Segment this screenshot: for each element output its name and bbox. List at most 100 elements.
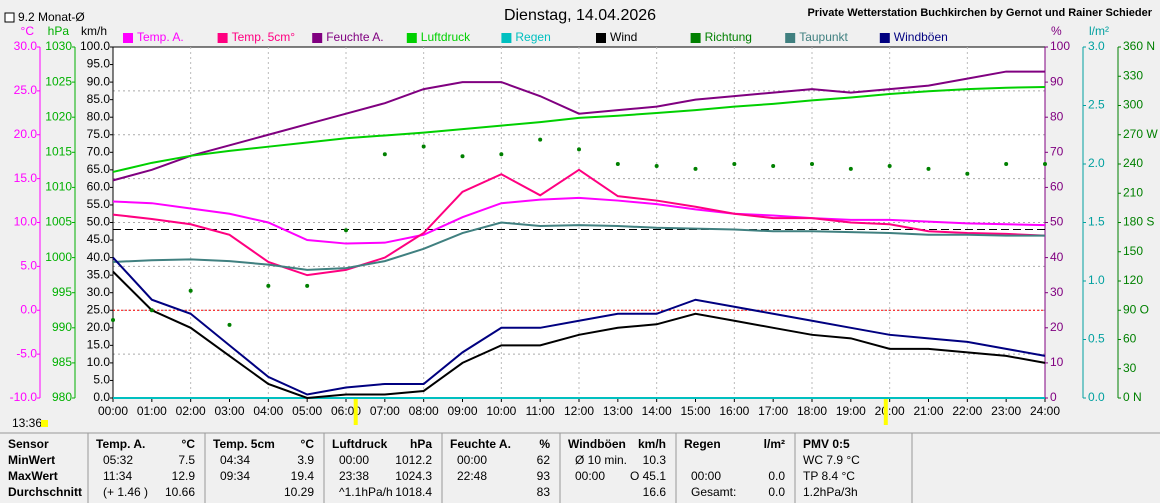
y-tick-label: 10	[1050, 355, 1064, 369]
series-dot	[577, 147, 581, 152]
table-cell: 00:00	[691, 469, 721, 483]
table-cell: TP 8.4 °C	[803, 469, 855, 483]
table-cell: 1018.4	[395, 485, 432, 499]
series-dot	[965, 171, 970, 176]
series-dot	[227, 322, 232, 327]
y-tick-label: 15.0	[87, 338, 111, 352]
y-tick-label: 30.0	[87, 285, 111, 299]
y-tick-label: 1010	[45, 180, 72, 194]
y-tick-label: 360 N	[1123, 39, 1155, 53]
y-tick-label: 70	[1050, 144, 1064, 158]
series-line	[112, 86, 1046, 173]
table-cell: 00:00	[575, 469, 605, 483]
table-cell: Gesamt:	[691, 485, 736, 499]
legend-swatch	[596, 33, 606, 43]
legend-swatch	[312, 33, 323, 43]
table-cell: 1024.3	[395, 469, 432, 483]
y-tick-label: 0.0	[1088, 390, 1105, 404]
row-label: MaxWert	[8, 469, 58, 483]
x-tick-label: 19:00	[836, 404, 866, 418]
x-tick-label: 22:00	[952, 404, 982, 418]
table-unit: l/m²	[764, 437, 785, 451]
table-cell: 0.0	[768, 485, 785, 499]
y-tick-label: 15.0	[14, 171, 38, 185]
y-tick-label: 1.5	[1088, 215, 1105, 229]
x-tick-label: 14:00	[642, 404, 672, 418]
x-tick-label: 08:00	[409, 404, 439, 418]
legend-label: Temp. 5cm°	[232, 30, 296, 44]
series-line	[112, 221, 1045, 271]
y-tick-label: -5.0	[16, 346, 37, 360]
series-dot	[188, 288, 193, 293]
table-header: Temp. A.	[96, 437, 145, 451]
table-header: Regen	[684, 437, 721, 451]
series-dot	[344, 228, 348, 233]
y-tick-label: 75.0	[87, 127, 111, 141]
avg-checkbox[interactable]	[4, 12, 15, 23]
x-tick-label: 05:00	[292, 404, 322, 418]
x-tick-label: 10:00	[486, 404, 516, 418]
table-cell: 16.6	[643, 485, 667, 499]
axis-unit: l/m²	[1089, 24, 1109, 38]
series-line	[112, 270, 1046, 400]
table-cell: ^1.1hPa/h	[339, 485, 393, 499]
series-dot	[538, 137, 543, 142]
y-tick-label: 55.0	[87, 197, 111, 211]
series-dot	[111, 318, 115, 322]
y-tick-label: 20.0	[87, 320, 111, 334]
table-cell: 7.5	[178, 453, 195, 467]
table-cell: 83	[537, 485, 551, 499]
y-tick-label: 80.0	[87, 109, 111, 123]
y-tick-label: 70.0	[87, 144, 111, 158]
y-tick-label: 50.0	[87, 215, 111, 229]
legend-swatch	[123, 33, 133, 43]
sun-marker	[353, 399, 358, 425]
series-line	[112, 168, 1046, 277]
table-cell: 93	[537, 469, 551, 483]
y-tick-label: 0.0	[93, 390, 110, 404]
legend-label: Regen	[515, 30, 550, 44]
x-tick-label: 21:00	[913, 404, 943, 418]
table-cell: 0.0	[768, 469, 785, 483]
table-cell: WC 7.9 °C	[803, 453, 860, 467]
series-dot	[149, 308, 154, 313]
y-tick-label: 5.0	[20, 259, 37, 273]
table-cell: 00:00	[457, 453, 487, 467]
y-tick-label: 25.0	[87, 302, 111, 316]
avg-label: 9.2 Monat-Ø	[18, 10, 85, 24]
y-tick-label: 65.0	[87, 162, 111, 176]
table-cell: Ø 10 min.	[575, 453, 627, 467]
table-header: Sensor	[8, 437, 49, 451]
series-dot	[887, 163, 892, 168]
y-tick-label: 40.0	[87, 250, 111, 264]
row-label: Durchschnitt	[8, 485, 82, 499]
y-tick-label: 100	[1050, 39, 1070, 53]
table-header: Windböen	[568, 437, 626, 451]
series-dot	[1004, 162, 1009, 166]
x-tick-label: 18:00	[797, 404, 827, 418]
y-tick-label: 1005	[45, 215, 72, 229]
y-tick-label: 2.5	[1088, 98, 1105, 112]
x-tick-label: 03:00	[214, 404, 244, 418]
y-tick-label: 210	[1123, 185, 1143, 199]
table-cell: 19.4	[291, 469, 315, 483]
y-tick-label: 45.0	[87, 232, 111, 246]
y-tick-label: 240	[1123, 156, 1143, 170]
table-unit: °C	[182, 437, 196, 451]
table-cell: 09:34	[220, 469, 250, 483]
y-tick-label: 120	[1123, 273, 1143, 287]
y-tick-label: 60	[1050, 180, 1064, 194]
x-tick-label: 12:00	[564, 404, 594, 418]
legend-label: Windböen	[894, 30, 948, 44]
y-tick-label: 180 S	[1123, 215, 1154, 229]
y-tick-label: 30	[1050, 285, 1064, 299]
series-dot	[382, 152, 387, 157]
y-tick-label: 40	[1050, 250, 1064, 264]
series-line	[112, 70, 1045, 182]
x-tick-label: 00:00	[98, 404, 128, 418]
y-tick-label: 20.0	[14, 127, 38, 141]
y-tick-label: 980	[52, 390, 72, 404]
y-tick-label: 90 O	[1123, 302, 1149, 316]
y-tick-label: 0.0	[20, 302, 37, 316]
y-tick-label: 150	[1123, 244, 1143, 258]
